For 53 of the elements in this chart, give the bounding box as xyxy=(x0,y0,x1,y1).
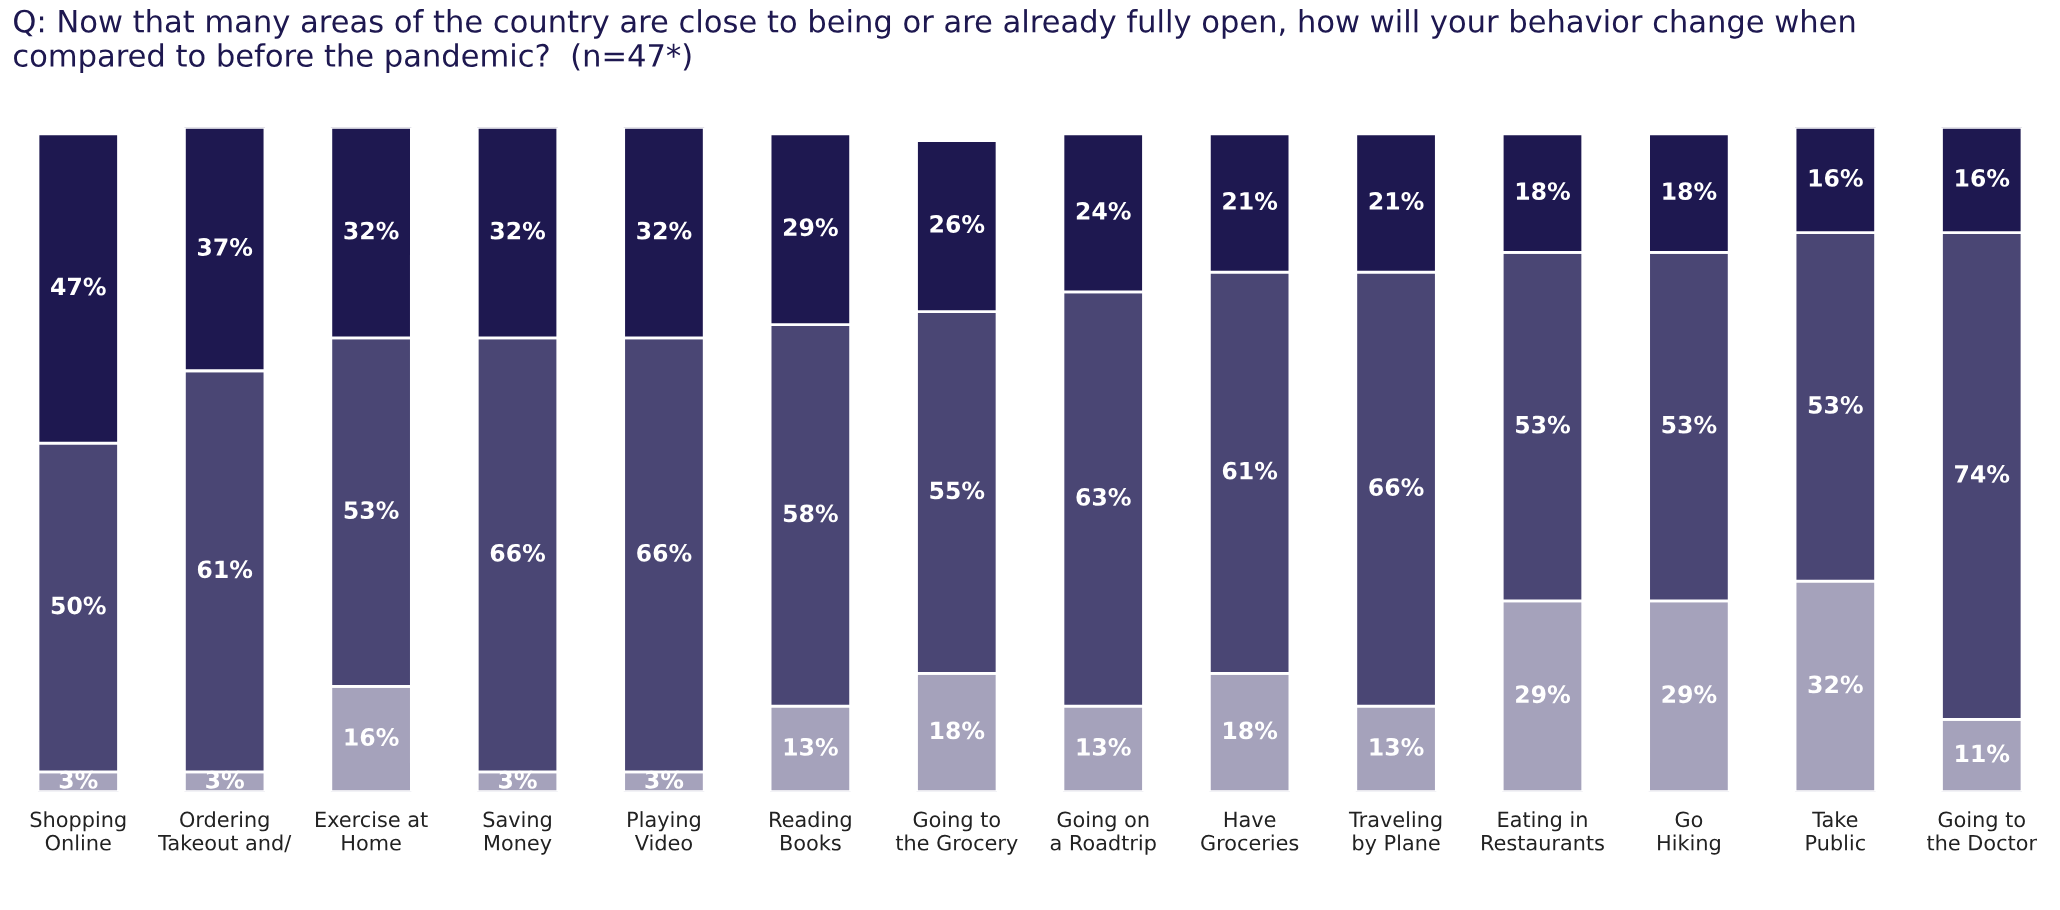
data-label: 21% xyxy=(1223,192,1278,210)
data-label: 29% xyxy=(783,218,838,237)
x-tick-label: Saving Money xyxy=(483,811,552,855)
x-tick-label: Going to the Grocery xyxy=(895,811,1018,855)
data-label: 18% xyxy=(1663,182,1717,201)
x-tick-label: Going to the Doctor xyxy=(1927,811,2038,851)
data-label: 13% xyxy=(1370,737,1424,756)
chart-title: Q: Now that many areas of the country are close to being or are already fully open, how will your behavior change when compared to before the pandemic? (n=47*) xyxy=(14,9,1855,73)
data-label: 66% xyxy=(637,543,692,562)
data-label: 32% xyxy=(1808,675,1863,694)
data-label: 53% xyxy=(344,501,399,520)
data-label: 18% xyxy=(1516,182,1570,201)
x-tick-label: Go Hiking xyxy=(1658,811,1720,855)
x-tick-label: Take Public xyxy=(1806,811,1865,851)
data-label: 26% xyxy=(930,215,985,233)
data-label: 24% xyxy=(1076,201,1131,220)
data-label: 13% xyxy=(784,737,838,756)
x-tick-label: Have Groceries xyxy=(1201,811,1299,851)
data-label: 66% xyxy=(1369,478,1424,496)
data-label: 21% xyxy=(1369,192,1424,210)
data-label: 18% xyxy=(931,721,985,740)
x-tick-label: Eating in Restaurants xyxy=(1482,811,1604,851)
data-label: 53% xyxy=(1662,415,1717,434)
data-label: 66% xyxy=(490,543,546,562)
data-label: 55% xyxy=(930,481,985,500)
data-label: 18% xyxy=(1224,721,1278,740)
data-label: 61% xyxy=(197,560,253,579)
data-label: 11% xyxy=(1956,744,2010,763)
data-label: 29% xyxy=(1662,685,1717,704)
data-label: 16% xyxy=(1809,169,1863,187)
x-tick-label: Exercise at Home xyxy=(316,811,428,851)
data-label: 32% xyxy=(637,221,692,240)
data-label: 74% xyxy=(1955,464,2010,483)
data-label: 53% xyxy=(1516,415,1570,434)
x-tick-label: Going on a Roadtrip xyxy=(1050,811,1156,855)
data-label: 32% xyxy=(490,221,546,240)
x-tick-label: Traveling by Plane xyxy=(1348,811,1442,855)
data-label: 47% xyxy=(51,277,106,296)
x-tick-label: Shopping Online xyxy=(30,811,126,851)
data-label: 13% xyxy=(1077,737,1131,756)
data-label: 61% xyxy=(1222,461,1278,480)
data-label: 16% xyxy=(345,728,399,746)
data-label: 32% xyxy=(344,221,399,240)
x-tick-label: Reading Books xyxy=(770,811,851,851)
x-tick-label: Ordering Takeout and/ xyxy=(158,811,292,853)
data-label: 63% xyxy=(1076,488,1131,506)
data-label: 37% xyxy=(197,238,253,256)
data-label: 29% xyxy=(1516,685,1570,704)
data-label: 58% xyxy=(783,504,838,523)
x-tick-label: Playing Video xyxy=(628,811,700,851)
data-label: 50% xyxy=(51,596,106,615)
data-label: 16% xyxy=(1956,169,2010,187)
data-label: 53% xyxy=(1808,395,1863,414)
